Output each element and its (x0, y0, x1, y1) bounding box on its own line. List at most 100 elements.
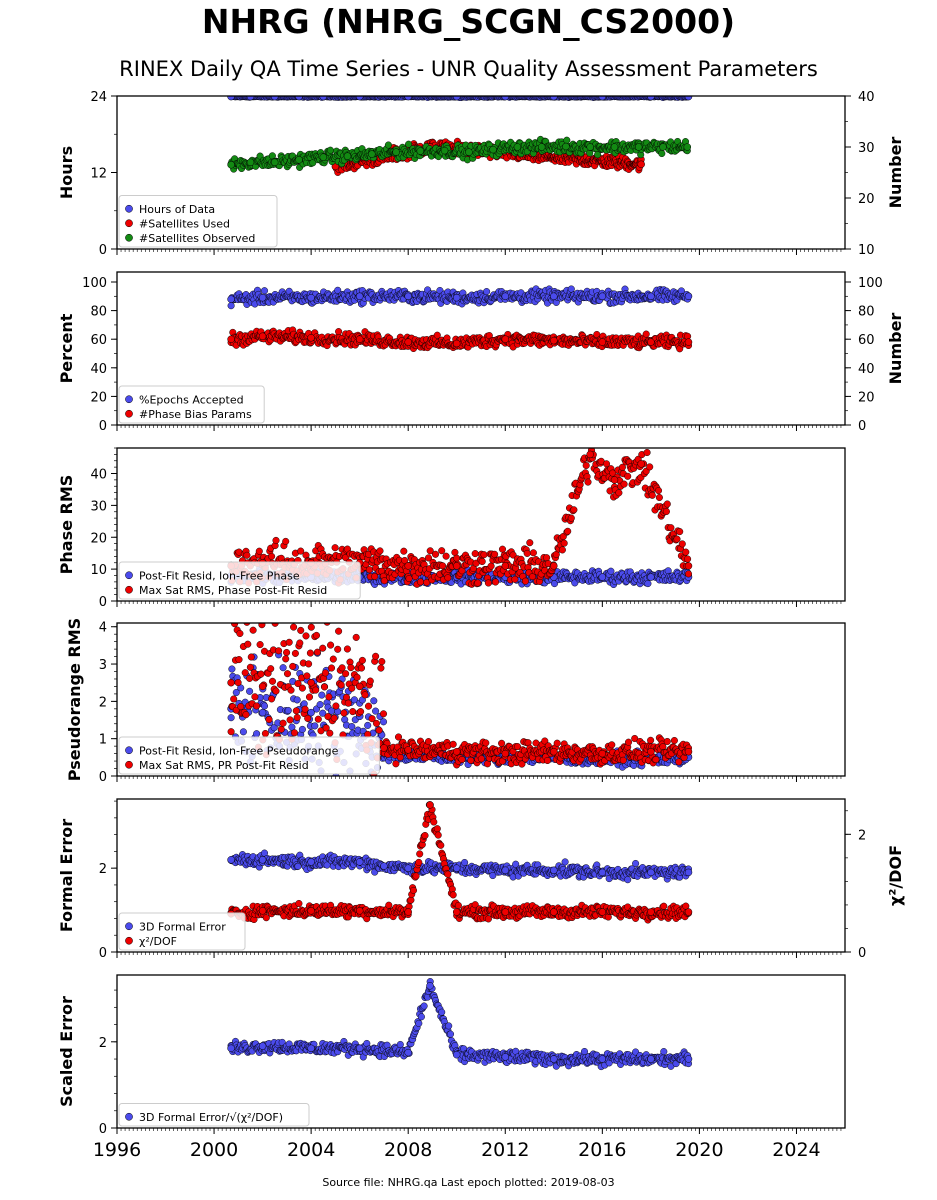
data-point (364, 721, 372, 729)
y2-tick-label: 20 (858, 192, 875, 207)
data-point (227, 714, 235, 722)
legend-label: Hours of Data (139, 203, 215, 216)
data-point (370, 697, 378, 705)
data-point (598, 292, 607, 301)
y-ticks-right: 10 20 30 40 Number (845, 90, 905, 258)
data-point (471, 550, 479, 558)
data-point (483, 288, 491, 296)
data-point (316, 701, 324, 709)
y2-tick-label: 40 (858, 90, 875, 105)
data-point (405, 140, 413, 148)
data-point (658, 149, 666, 158)
data-point (465, 148, 473, 156)
legend-marker (125, 585, 133, 594)
y-tick-label: 0 (99, 419, 107, 434)
data-point (647, 573, 655, 581)
data-point (529, 549, 537, 557)
data-point (307, 293, 315, 302)
data-point (453, 554, 461, 562)
data-point (501, 292, 510, 301)
data-point (355, 292, 364, 301)
data-point (586, 143, 594, 151)
data-point (491, 550, 499, 558)
data-point (592, 439, 599, 446)
data-point (478, 557, 486, 566)
data-point (624, 472, 632, 480)
data-point (598, 573, 607, 581)
data-point (474, 579, 482, 587)
y-tick-label: 0 (99, 243, 107, 258)
data-point (404, 292, 412, 301)
legend-marker (125, 204, 133, 213)
data-point (684, 555, 692, 563)
data-point (521, 577, 529, 585)
y-tick-label: 100 (82, 276, 107, 291)
data-point (487, 562, 495, 570)
data-point (234, 679, 242, 687)
y2-tick-label: 100 (858, 276, 883, 291)
data-point (246, 687, 254, 695)
data-point (331, 544, 339, 552)
data-point (642, 330, 650, 338)
data-point (537, 143, 546, 151)
data-point (365, 566, 373, 574)
data-point (646, 463, 654, 471)
data-point (246, 663, 254, 671)
data-point (251, 693, 259, 701)
data-point (550, 562, 558, 570)
y2-tick-label: 40 (858, 362, 875, 377)
legend-label: %Epochs Accepted (139, 393, 244, 406)
data-point (594, 151, 602, 159)
data-point (241, 669, 249, 677)
data-point (237, 703, 245, 711)
points-group-1 (227, 96, 693, 176)
data-point (526, 539, 534, 547)
data-point (258, 708, 267, 717)
data-point (372, 707, 380, 715)
data-point (643, 448, 651, 457)
y-tick-label: 80 (90, 305, 107, 320)
data-point (227, 295, 235, 303)
y2-axis-label: Number (886, 137, 905, 209)
data-point (673, 535, 681, 543)
data-point (258, 332, 267, 341)
data-point (667, 524, 675, 532)
data-point (662, 507, 670, 516)
data-point (567, 285, 575, 293)
data-point (607, 567, 615, 575)
data-point (684, 562, 693, 570)
data-point (644, 580, 652, 588)
y-tick-label: 20 (90, 390, 107, 405)
data-point (272, 536, 280, 544)
data-point (255, 547, 263, 555)
y-axis-label: Hours (57, 146, 76, 199)
data-point (610, 476, 619, 484)
data-point (647, 338, 655, 346)
data-point (560, 539, 568, 547)
data-point (659, 143, 667, 151)
data-point (326, 146, 334, 154)
y2-axis-label: Number (886, 313, 905, 385)
data-point (615, 489, 623, 497)
data-point (243, 623, 251, 626)
data-point (678, 540, 686, 548)
data-point (491, 578, 500, 586)
y-tick-label: 0 (99, 595, 107, 610)
panel-2: 0 20 40 60 80 100 Percent 0 20 40 60 80 100 Number %Ep… (57, 271, 905, 434)
data-point (404, 562, 412, 570)
data-point (246, 674, 254, 682)
data-point (523, 549, 531, 557)
data-point (582, 461, 590, 470)
data-point (586, 450, 594, 459)
data-point (318, 691, 326, 699)
y-ticks-right: 0 20 40 60 80 100 Number (845, 276, 905, 434)
data-point (243, 551, 251, 559)
data-point (610, 143, 619, 151)
data-point (558, 546, 566, 554)
data-point (230, 695, 238, 703)
y2-tick-label: 0 (858, 419, 866, 434)
data-point (246, 158, 255, 167)
